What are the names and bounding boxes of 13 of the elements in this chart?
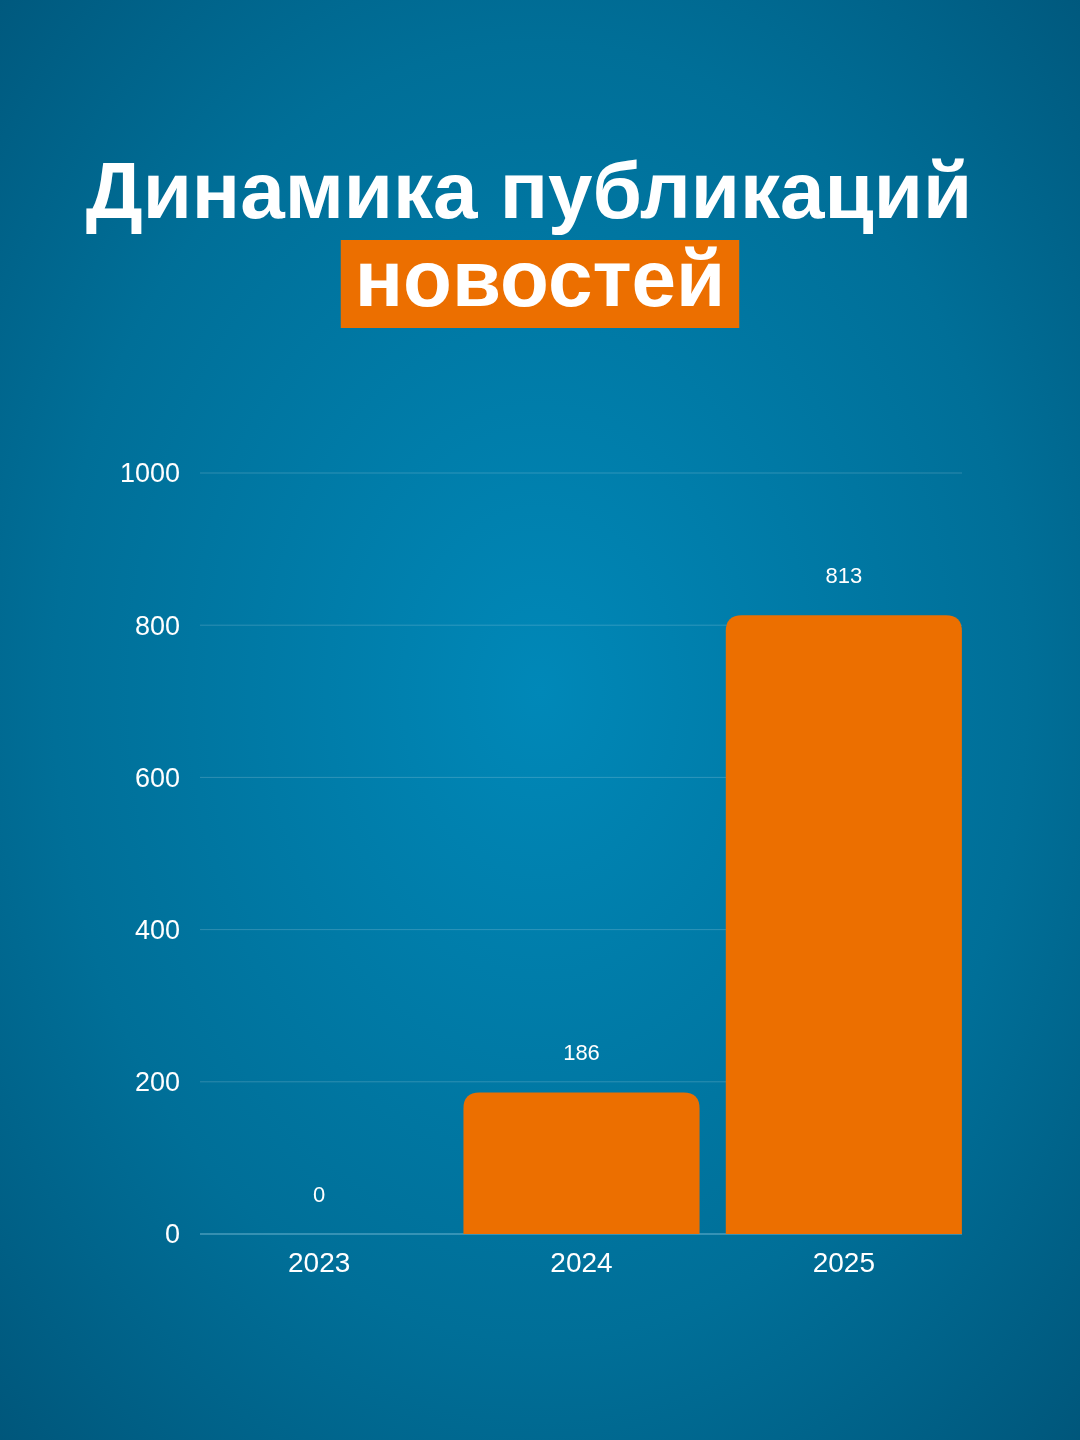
y-tick-label: 200 — [134, 1067, 180, 1098]
y-tick-label: 400 — [134, 915, 180, 946]
x-tick-label: 2025 — [812, 1247, 875, 1278]
y-tick-label: 800 — [134, 610, 180, 641]
chart-title: Динамика публикаций новостей — [85, 146, 995, 323]
y-tick-label: 600 — [134, 762, 180, 793]
data-label: 186 — [563, 1040, 600, 1066]
y-tick-label: 1000 — [119, 458, 180, 489]
y-tick-label: 0 — [164, 1219, 180, 1250]
data-label: 0 — [313, 1182, 326, 1207]
x-tick-label: 2023 — [288, 1247, 351, 1278]
x-tick-label: 2024 — [550, 1247, 613, 1278]
data-label: 813 — [825, 563, 863, 589]
